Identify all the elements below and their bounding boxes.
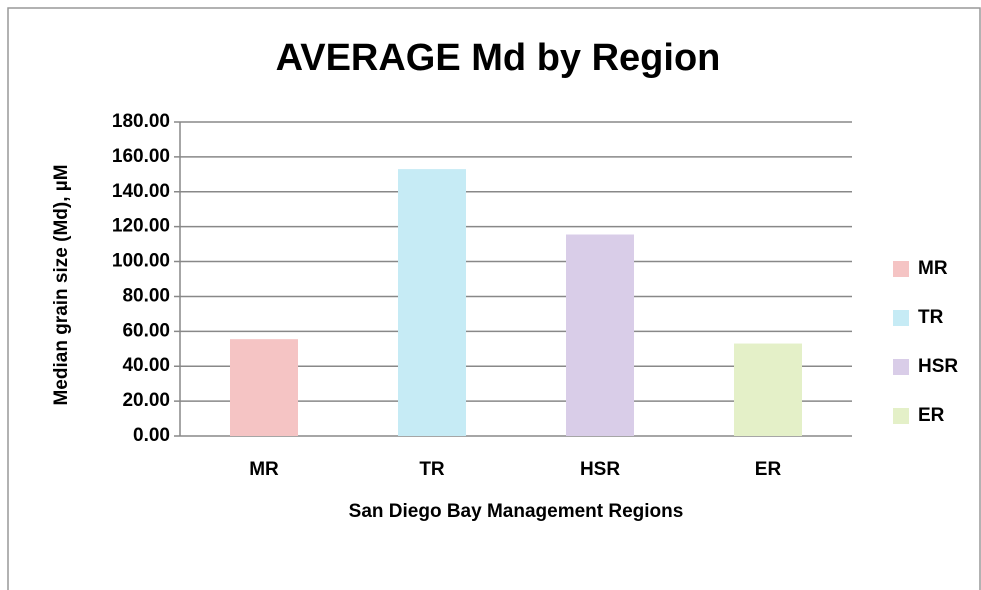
legend-swatch bbox=[893, 359, 909, 375]
x-tick-label: TR bbox=[419, 459, 445, 480]
legend-swatch bbox=[893, 261, 909, 277]
y-tick-label: 80.00 bbox=[122, 285, 170, 306]
y-tick-label: 20.00 bbox=[122, 390, 170, 411]
y-tick-label: 0.00 bbox=[133, 425, 170, 446]
bar bbox=[398, 169, 466, 436]
y-tick-label: 140.00 bbox=[112, 181, 170, 202]
bar bbox=[230, 339, 298, 436]
legend-label: HSR bbox=[918, 356, 958, 377]
bar bbox=[566, 234, 634, 436]
y-tick-label: 100.00 bbox=[112, 251, 170, 272]
legend-label: ER bbox=[918, 405, 945, 426]
x-axis-title: San Diego Bay Management Regions bbox=[349, 501, 684, 522]
y-axis-title: Median grain size (Md), µM bbox=[51, 164, 72, 405]
x-tick-label: ER bbox=[755, 459, 782, 480]
y-tick-label: 40.00 bbox=[122, 355, 170, 376]
legend-label: MR bbox=[918, 258, 948, 279]
y-tick-label: 180.00 bbox=[112, 111, 170, 132]
y-tick-label: 160.00 bbox=[112, 146, 170, 167]
x-tick-label: MR bbox=[249, 459, 279, 480]
y-tick-label: 60.00 bbox=[122, 320, 170, 341]
bar bbox=[734, 343, 802, 436]
x-tick-label: HSR bbox=[580, 459, 620, 480]
legend-swatch bbox=[893, 310, 909, 326]
frame bbox=[7, 7, 981, 590]
legend-label: TR bbox=[918, 307, 944, 328]
y-tick-label: 120.00 bbox=[112, 216, 170, 237]
chart-title: AVERAGE Md by Region bbox=[276, 37, 721, 79]
legend-swatch bbox=[893, 408, 909, 424]
